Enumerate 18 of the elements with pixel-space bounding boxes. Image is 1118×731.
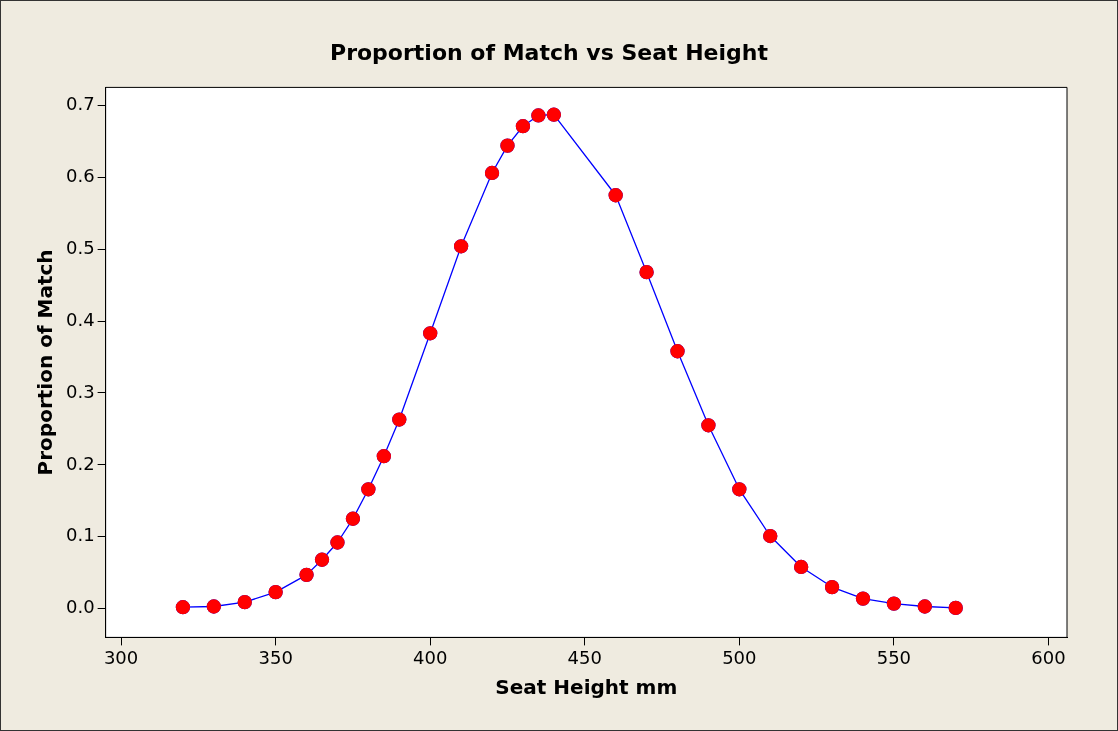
x-tick-label: 550 bbox=[876, 646, 912, 668]
y-axis-title: Proportion of Match bbox=[33, 249, 58, 476]
x-tick-label: 500 bbox=[722, 646, 757, 668]
y-tick-label: 0.1 bbox=[65, 524, 95, 546]
x-tick-label: 300 bbox=[103, 646, 139, 668]
x-axis-title: Seat Height mm bbox=[495, 675, 678, 700]
y-tick-label: 0.6 bbox=[65, 164, 95, 186]
y-tick-label: 0.7 bbox=[65, 93, 95, 115]
x-tick-label: 400 bbox=[413, 646, 448, 668]
x-tick-label: 350 bbox=[258, 646, 293, 668]
y-tick-label: 0.2 bbox=[65, 452, 95, 474]
y-tick-label: 0.5 bbox=[65, 236, 95, 258]
y-tick-label: 0.0 bbox=[65, 596, 95, 618]
x-tick-label: 600 bbox=[1031, 646, 1066, 668]
x-tick-label: 450 bbox=[567, 646, 602, 668]
y-tick-label: 0.3 bbox=[65, 380, 95, 402]
chart-title: Proportion of Match vs Seat Height bbox=[330, 39, 769, 65]
y-tick-label: 0.4 bbox=[65, 308, 95, 330]
